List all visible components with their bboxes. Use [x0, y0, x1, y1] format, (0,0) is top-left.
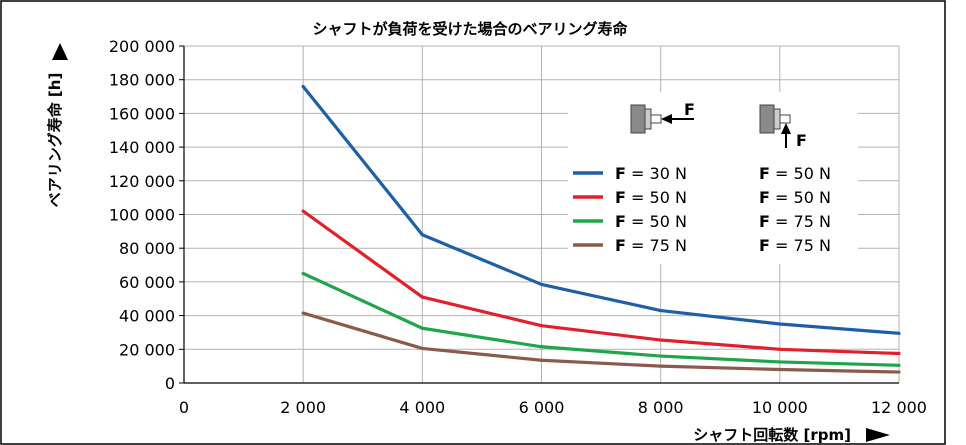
series-4-point	[539, 358, 544, 362]
series-1-point	[420, 233, 424, 237]
legend-background	[568, 92, 858, 264]
y-axis-arrow-icon	[52, 43, 68, 60]
series-2-point	[897, 351, 901, 356]
x-axis-label: シャフト回転数 [rpm]	[693, 426, 851, 444]
y-tick-labels: 0 20 000 40 000 60 000 80 000 100 000 120 000 1…	[109, 37, 175, 393]
legend-axial-label-1: F = 30 N	[615, 164, 687, 183]
legend-radial-label-4: F = 75 N	[759, 236, 831, 255]
series-1-point	[778, 322, 782, 326]
y-tick-label: 20 000	[119, 340, 175, 359]
legend-radial-label-1: F = 50 N	[759, 164, 831, 183]
y-tick-label: 160 000	[109, 104, 175, 123]
series-4-point	[778, 367, 782, 372]
series-line-2	[302, 209, 900, 356]
x-tick-label: 2 000	[280, 398, 326, 417]
legend-axial-label-4: F = 75 N	[615, 236, 687, 255]
legend-radial-label-2: F = 50 N	[759, 188, 831, 207]
y-tick-label: 100 000	[109, 206, 175, 225]
series-3-point	[897, 363, 901, 367]
x-tick-label: 10 000	[752, 398, 808, 417]
series-3-point	[301, 271, 305, 276]
series-line-4	[302, 311, 900, 374]
y-tick-label: 140 000	[109, 138, 175, 157]
radial-force-symbol: F	[796, 131, 807, 150]
series-3-point	[420, 326, 424, 330]
legend-radial-label-3: F = 75 N	[759, 212, 831, 231]
x-tick-label: 4 000	[399, 398, 445, 417]
x-tick-labels: 0 2 000 4 000 6 000 8 000 10 000 12 000	[179, 398, 927, 417]
figure-frame	[0, 0, 946, 445]
y-tick-label: 0	[165, 374, 175, 393]
x-tick-label: 6 000	[519, 398, 565, 417]
axial-force-symbol: F	[684, 100, 695, 119]
series-2-point	[659, 338, 663, 342]
legend-axial-label-3: F = 50 N	[615, 212, 687, 231]
y-tick-label: 60 000	[119, 273, 175, 292]
series-2-point	[778, 347, 782, 351]
series-2-point	[539, 324, 544, 328]
y-tick-label: 40 000	[119, 307, 175, 326]
y-tick-label: 180 000	[109, 71, 175, 90]
axial-load-icon: F	[630, 100, 695, 134]
series-1-point	[897, 331, 901, 335]
radial-load-icon: F	[759, 104, 807, 150]
y-tick-label: 120 000	[109, 172, 175, 191]
chart-title: シャフトが負荷を受けた場合のベアリング寿命	[312, 20, 628, 38]
series-4-point	[420, 346, 424, 351]
series-2-point	[301, 209, 305, 213]
series-1-point	[539, 282, 544, 287]
series-1-point	[659, 308, 663, 313]
series-line-3	[302, 272, 900, 367]
series-3-point	[539, 345, 544, 349]
x-tick-label-zero: 0	[179, 398, 189, 417]
series-4-point	[659, 364, 663, 368]
y-tick-label: 200 000	[109, 37, 175, 56]
series-3-point	[659, 354, 663, 358]
series-1-point	[301, 84, 305, 89]
x-axis-arrow-icon	[866, 428, 890, 442]
y-axis-label-group: ベアリング寿命 [h]	[46, 73, 64, 208]
legend-axial-label-2: F = 50 N	[615, 188, 687, 207]
series-4-point	[897, 370, 901, 374]
series-4-point	[301, 311, 305, 315]
series-3-point	[778, 360, 782, 364]
series-2-point	[420, 295, 424, 299]
legend: F F F = 30 N F = 50 N F = 50 N F = 50 N F = …	[568, 92, 858, 264]
series-line-1	[301, 85, 900, 335]
y-tick-label: 80 000	[119, 239, 175, 258]
series-lines	[301, 84, 901, 374]
axes	[179, 45, 899, 384]
x-tick-label: 8 000	[638, 398, 684, 417]
x-tick-label: 12 000	[871, 398, 927, 417]
y-axis-label: ベアリング寿命 [h]	[46, 73, 64, 208]
